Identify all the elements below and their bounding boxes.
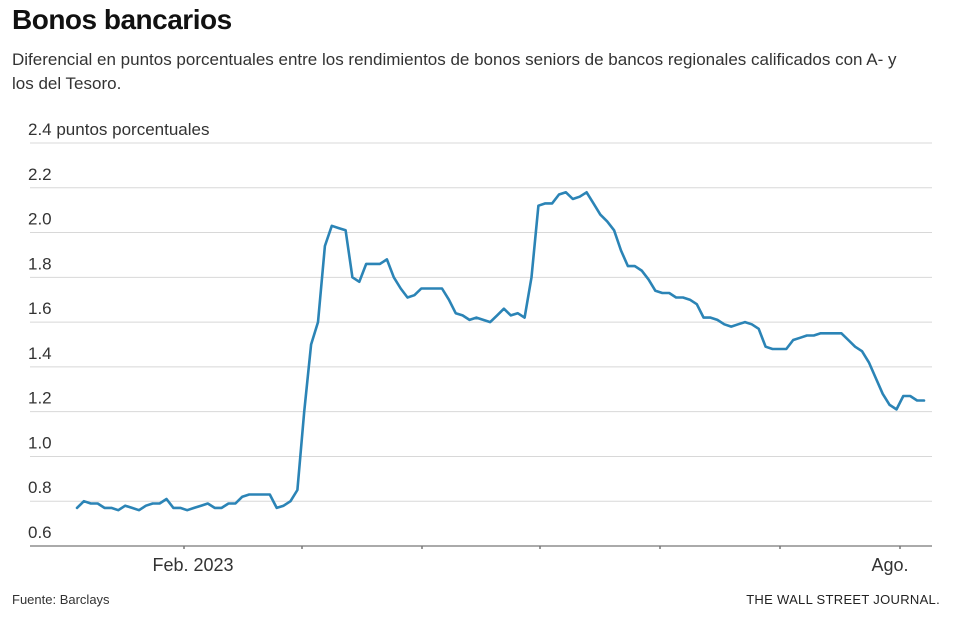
y-tick-label: 0.6: [28, 523, 52, 542]
y-axis-labels: 0.6 0.8 1.0 1.2 1.4 1.6 1.8 2.0 2.2 2.4 puntos po…: [28, 120, 209, 542]
spread-series-line: [75, 191, 926, 512]
publisher-credit: THE WALL STREET JOURNAL.: [746, 592, 940, 607]
y-tick-label: 2.2: [28, 165, 52, 184]
x-axis: Feb. 2023 Ago.: [152, 546, 909, 575]
y-tick-label: 2.0: [28, 210, 52, 229]
y-tick-label: 1.0: [28, 433, 52, 452]
chart-subtitle: Diferencial en puntos porcentuales entre…: [12, 50, 897, 93]
gridlines: [30, 142, 932, 547]
y-tick-label: 2.4 puntos porcentuales: [28, 120, 209, 139]
chart-title: Bonos bancarios: [12, 4, 232, 35]
x-tick-label: Feb. 2023: [152, 555, 233, 575]
y-tick-label: 0.8: [28, 478, 52, 497]
y-tick-label: 1.8: [28, 254, 52, 273]
series-layer: [75, 191, 926, 512]
y-tick-label: 1.4: [28, 344, 52, 363]
y-tick-label: 1.6: [28, 299, 52, 318]
x-tick-label: Ago.: [871, 555, 908, 575]
source-note: Fuente: Barclays: [12, 592, 110, 607]
y-tick-label: 1.2: [28, 389, 52, 408]
